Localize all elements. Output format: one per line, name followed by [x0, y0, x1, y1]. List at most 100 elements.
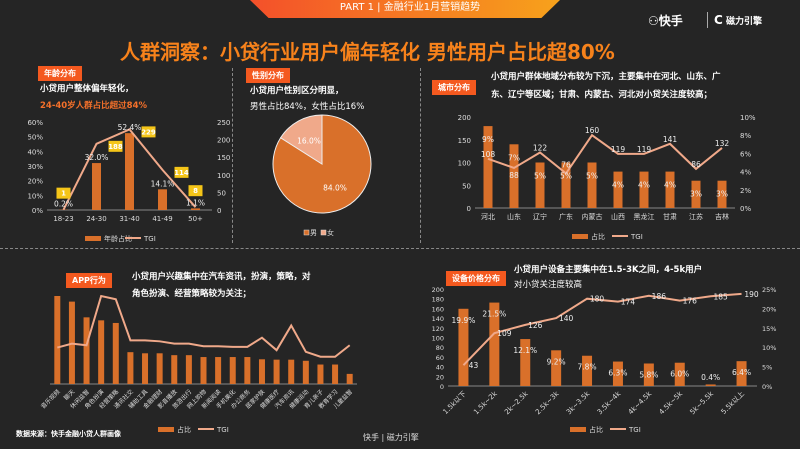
- tgi-value-label: 160: [585, 126, 600, 135]
- left-tick-label: 50: [462, 182, 471, 190]
- tgi-value-label: 119: [637, 145, 652, 154]
- bar: [112, 322, 119, 384]
- legend-swatch: [320, 229, 327, 236]
- device-desc: 小贷用户设备主要集中在1.5-3K之间，4-5k用户: [514, 265, 703, 275]
- age-tag: 年龄分布: [38, 66, 82, 81]
- app-desc: 小贷用户兴趣集中在汽车资讯，扮演，策略，对: [132, 272, 311, 282]
- category-label: 辽宁: [533, 212, 547, 221]
- bar: [83, 317, 90, 384]
- category-label: 24-30: [86, 215, 106, 223]
- app-desc-2: 角色扮演、经营策略较为关注；: [132, 289, 252, 299]
- left-tick-label: 40: [436, 364, 444, 372]
- tgi-value-label: 119: [611, 145, 626, 154]
- tgi-value-label: 185: [713, 292, 728, 301]
- bar-value-label: 12.1%: [513, 346, 537, 355]
- page-title: 人群洞察：小贷行业用户偏年轻化 男性用户占比超80%: [120, 40, 615, 64]
- part-banner-text: PART 1 | 金融行业1月营销趋势: [339, 2, 481, 13]
- legend-bar-swatch: [85, 236, 101, 241]
- bar: [200, 357, 207, 384]
- age-desc: 小贷用户整体偏年轻化，: [40, 84, 134, 94]
- right-tick-label: 5%: [762, 364, 772, 372]
- legend-swatch: [303, 229, 310, 236]
- legend-line-label: TGI: [630, 233, 643, 241]
- bar: [551, 350, 562, 386]
- category-label: 广东: [559, 212, 573, 221]
- bar-value-label: 14.1%: [151, 179, 175, 188]
- bar: [142, 353, 149, 384]
- legend-bar-label: 占比: [591, 232, 605, 241]
- bar: [346, 373, 353, 384]
- city-desc: 小贷用户群体地域分布较为下沉，主要集中在河北、山东、广: [491, 72, 721, 82]
- tgi-label-box: [141, 126, 156, 138]
- left-tick-label: 200: [458, 114, 471, 122]
- right-tick-label: 6%: [740, 150, 751, 158]
- city-tag: 城市分布: [432, 80, 476, 95]
- category-label: 3k~3.5k: [565, 389, 592, 416]
- tgi-value-label: 132: [715, 139, 730, 148]
- divider: [232, 68, 233, 243]
- right-tick-label: 15%: [762, 325, 776, 333]
- bar: [582, 355, 593, 386]
- bar: [520, 339, 531, 386]
- bar: [674, 362, 685, 386]
- bar: [317, 364, 324, 384]
- tgi-value-label: 174: [621, 298, 636, 307]
- tgi-line: [57, 294, 351, 358]
- left-tick-label: 30%: [27, 163, 43, 171]
- left-tick-label: 50%: [27, 134, 43, 142]
- tgi-value-label: 229: [141, 128, 156, 136]
- bar-value-label: 32.0%: [85, 153, 109, 162]
- bar: [215, 357, 222, 384]
- bar: [156, 353, 163, 384]
- gender-desc-2: 男性占比84%，女性占比16%: [250, 102, 365, 112]
- tgi-value-label: 1: [61, 190, 66, 198]
- left-tick-label: 100: [458, 160, 471, 168]
- bar-value-label: 5%: [586, 172, 598, 181]
- left-tick-label: 180: [432, 296, 444, 304]
- legend-line-label: TGI: [216, 426, 229, 434]
- logo-divider: [707, 12, 708, 28]
- bar-value-label: 7%: [508, 153, 520, 162]
- bar-value-label: 7.8%: [578, 363, 597, 372]
- left-tick-label: 60%: [27, 119, 43, 127]
- bar: [705, 384, 716, 386]
- legend-label: 女: [327, 228, 334, 237]
- bar-value-label: 0.4%: [701, 373, 720, 382]
- city-desc-2: 东、辽宁等区域；甘肃、内蒙古、河北对小贷关注度较高；: [491, 90, 713, 100]
- bar-value-label: 6.3%: [608, 369, 627, 378]
- legend-bar-label: 年龄占比: [104, 234, 132, 243]
- bar: [613, 171, 623, 208]
- category-label: 1.5k以下: [442, 390, 468, 416]
- bar-value-label: 0.2%: [54, 200, 73, 209]
- tgi-value-label: 109: [497, 329, 512, 338]
- bar: [665, 171, 675, 208]
- bar: [258, 359, 265, 384]
- footer-cili-text: 磁力引擎: [386, 433, 419, 442]
- right-tick-label: 10%: [740, 114, 756, 122]
- left-tick-label: 150: [458, 137, 471, 145]
- bar-value-label: 5.8%: [639, 370, 658, 379]
- category-label: 1.5k~2k: [472, 389, 499, 416]
- category-label: 内蒙古: [582, 212, 603, 221]
- bar-value-label: 3%: [690, 190, 702, 199]
- pie-slice: [279, 114, 323, 165]
- legend-line-label: TGI: [143, 235, 156, 243]
- bar: [612, 361, 623, 386]
- left-tick-label: 100: [432, 335, 444, 343]
- bar-value-label: 4%: [638, 181, 650, 190]
- tgi-value-label: 126: [528, 321, 543, 330]
- device-tag: 设备价格分布: [446, 271, 506, 286]
- age-highlight: 24-40岁人群占比超过84%: [40, 101, 148, 111]
- bar: [509, 144, 519, 208]
- tgi-label-box: [56, 187, 71, 199]
- tgi-value-label: 190: [744, 290, 759, 299]
- bar: [458, 308, 469, 386]
- footer-logo: 快手 | 磁力引擎: [363, 433, 419, 442]
- tgi-value-label: 140: [559, 314, 574, 323]
- bar: [288, 359, 295, 384]
- legend-bar-swatch: [158, 427, 174, 432]
- footer-kuaishou-text: 快手: [363, 433, 379, 442]
- category-label: 山西: [611, 212, 625, 221]
- bar: [98, 320, 105, 384]
